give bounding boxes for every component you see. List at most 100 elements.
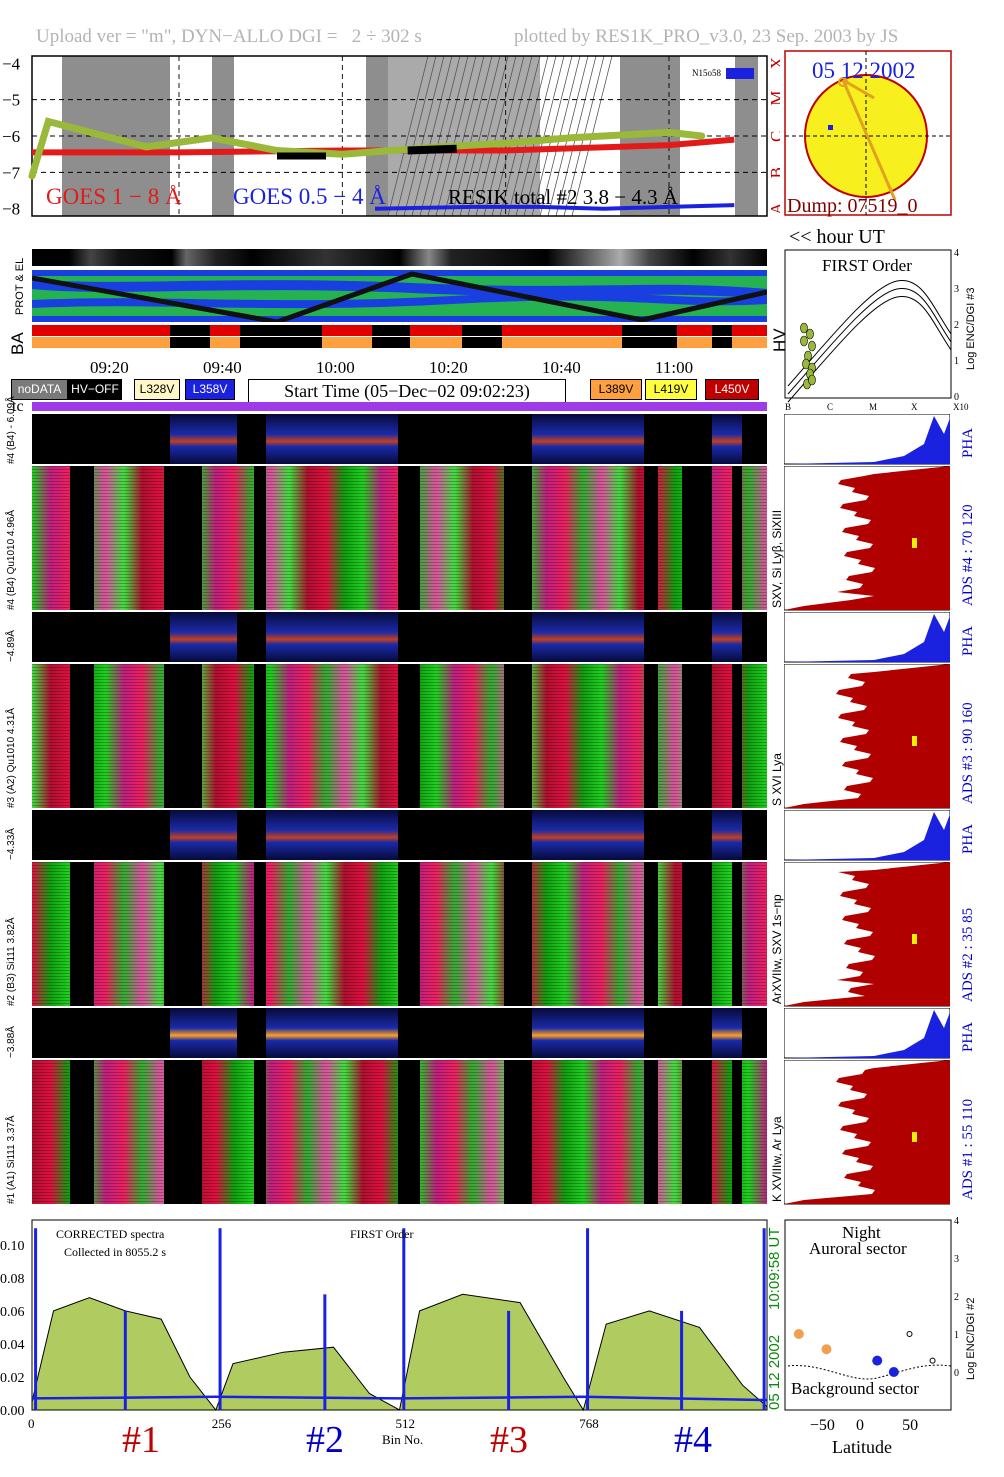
first-order-ytick: 2 [954,320,959,331]
first-order-ytick: 3 [954,284,959,295]
channel-lines-label: ArXVIIw, SXV 1s−np [770,894,784,1004]
time-label: 09:20 [90,358,129,377]
resik-total-line [28,117,706,180]
pha-channel-label: #4 (B4) - 6.09Å [6,396,17,464]
legend-l389v: L389V [590,379,642,400]
ads-tag: ADS #4 : 70 120 [960,504,976,606]
header-left: Upload ver = "m", DYN−ALLO DGI = 2 ÷ 302… [36,26,899,47]
pha-histogram [783,611,951,663]
hv-off-band [164,664,202,808]
hv-off-band [254,1060,266,1204]
ads-marker [912,934,917,944]
spectrum-channel-tag: #1 [122,1419,160,1461]
hv-top-segment [170,325,210,336]
sun-date: 05 12 2002 [812,58,916,83]
first-order-xtick: B [785,402,791,412]
ads-marker [912,1132,917,1142]
pha-band [170,810,237,860]
goes-ytick: −6 [2,127,20,146]
hv-off-band [504,466,532,610]
first-order-xtick: X10 [953,402,969,412]
time-label: 10:20 [429,358,468,377]
spectrum-ytick: 0.00 [0,1404,25,1418]
ads-marker [912,736,917,746]
tc-label: tc [12,398,24,415]
aurora-auroral: Auroral sector [809,1239,907,1258]
pha-band [532,414,644,464]
channel-spectrogram [32,466,767,610]
pha-band [266,414,398,464]
legend-l450v: L450V [705,379,759,400]
ads-tag: ADS #2 : 35 85 [960,907,976,1002]
spectrum-xtick: 0 [28,1416,35,1431]
ads-histogram [783,663,951,809]
first-order-xtick: C [827,402,833,412]
pha-band [712,1008,742,1058]
pha-channel-label: −3.88Å [6,1026,17,1058]
channel-spectrogram [32,664,767,808]
aurora-point [929,1357,936,1364]
orbit-track [841,79,897,201]
hv-off-band [398,664,420,808]
hv-top-segment [622,325,677,336]
hv-top-segment [372,325,410,336]
pha-band [266,1008,398,1058]
hv-top-segment [677,325,712,336]
ads-area [784,466,950,610]
spectrum-xtick: 256 [211,1416,232,1431]
hv-off-band [644,466,658,610]
goes-class-label: M [767,91,780,106]
hv-off-band [70,1060,94,1204]
spectrum-channel-tag: #4 [674,1419,712,1461]
pha-channel-label: −4.89Å [6,630,17,662]
sun-panel: 05 12 2002 Dump: 07519_0 [784,50,952,217]
hv-off-band [504,664,532,808]
hv-off-band [70,862,94,1006]
hv-bottom-segment [210,337,240,348]
aurora-ytick: 2 [954,1292,959,1303]
ads-area [784,1060,950,1204]
pha-histogram [783,809,951,861]
noaa-blue-tag [726,68,754,79]
spectrum-ytick: 0.10 [0,1239,25,1254]
pha-band [170,612,237,662]
aurora-panel: Night Auroral sector Background sector 4… [784,1216,965,1456]
pha-band [170,414,237,464]
channel-label: #2 (B3) Si111 3.82Å [6,917,17,1006]
aurora-point [793,1329,804,1339]
pha-tag: PHA [960,1021,976,1052]
hv-off-band [254,466,266,610]
hv-off-band [504,862,532,1006]
pha-band [712,612,742,662]
first-order-point [808,374,816,386]
channel-label: #4 (B4) Qu1010 4.96Å [6,509,17,610]
pha-tag: PHA [960,427,976,458]
hv-off-band [682,664,712,808]
time-label: 10:40 [542,358,581,377]
goes-class-label: B [767,167,780,178]
hv-off-band [70,466,94,610]
legend-l419v: L419V [645,379,697,400]
hv-off-band [70,664,94,808]
hv-off-band [644,664,658,808]
goes-class-label: A [767,202,780,215]
pha-band [712,414,742,464]
spectrum-xlabel: Bin No. [382,1432,424,1447]
first-order-title: FIRST Order [822,256,912,275]
channel-lines-label: S XVI Lya [770,753,784,806]
hv-bottom-segment [622,337,677,348]
hv-off-band [164,466,202,610]
first-order-panel: FIRST Order 4 3 2 1 0 B C M X X10 [784,248,969,412]
pha-band [532,1008,644,1058]
hv-off-band [682,1060,712,1204]
pha-band [532,612,644,662]
ads-area [784,664,950,808]
hv-bottom-segment [462,337,502,348]
ba-label: BA [8,332,27,355]
channel-label: #1 (A1) Si111 3.37Å [6,1115,17,1204]
prot-el-label: PROT & EL [14,257,26,315]
hv-off-band [644,1060,658,1204]
header-right: plotted by RES1K_PRO_v3.0, 23 Sep. 2003 … [514,26,899,47]
spectrum-xtick: 768 [579,1416,599,1431]
prot-el-panel [32,270,767,322]
